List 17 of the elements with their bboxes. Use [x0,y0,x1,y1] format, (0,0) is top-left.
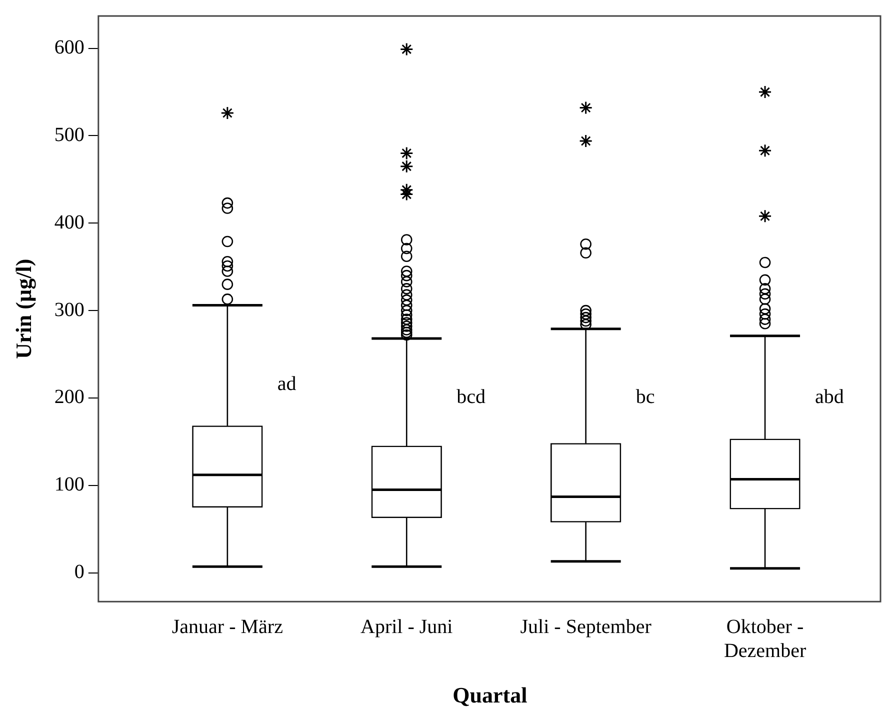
y-tick-label: 200 [54,386,84,408]
x-axis-title: Quartal [452,682,528,708]
y-tick-label: 600 [54,36,84,59]
annotation: bcd [456,386,486,408]
annotation: abd [815,386,844,408]
y-tick-label: 0 [74,561,84,584]
x-tick-label: April - Juni [360,616,454,638]
y-tick-label: 400 [54,211,84,234]
annotation: ad [277,373,296,396]
annotation: bc [636,386,655,408]
y-tick-label: 500 [54,124,84,146]
x-tick-label: Juli - September [520,616,652,638]
y-tick-label: 300 [54,298,84,321]
y-axis-title: Urin (µg/l) [10,258,36,359]
y-tick-label: 100 [54,474,84,496]
x-tick-label: Oktober - Dezember [724,616,806,662]
x-tick-label: Januar - März [172,616,284,638]
